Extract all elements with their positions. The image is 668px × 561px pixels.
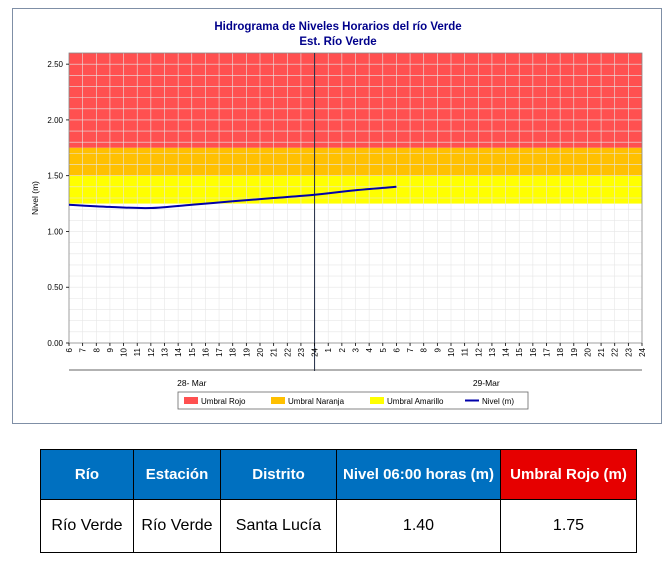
- legend-swatch-1: [271, 397, 285, 404]
- cell-rio: Río Verde: [40, 499, 134, 553]
- x-tick-label: 15: [188, 347, 197, 356]
- x-tick-label: 23: [297, 347, 306, 356]
- x-tick-label: 14: [502, 347, 511, 356]
- x-tick-label: 16: [201, 347, 210, 356]
- table-header-row: Río Estación Distrito Nivel 06:00 horas …: [40, 449, 637, 500]
- y-tick-label: 0.50: [47, 283, 63, 292]
- x-tick-label: 2: [338, 347, 347, 352]
- header-rio: Río: [40, 449, 134, 500]
- x-tick-label: 21: [597, 347, 606, 356]
- y-tick-label: 2.50: [47, 60, 63, 69]
- x-tick-label: 13: [161, 347, 170, 356]
- x-tick-label: 10: [447, 347, 456, 356]
- y-tick-label: 0.00: [47, 339, 63, 348]
- x-tick-label: 13: [488, 347, 497, 356]
- x-tick-label: 5: [379, 347, 388, 352]
- legend-label-0: Umbral Rojo: [201, 397, 246, 406]
- x-tick-label: 17: [543, 347, 552, 356]
- x-tick-label: 24: [638, 347, 647, 356]
- header-umbral-rojo: Umbral Rojo (m): [500, 449, 637, 500]
- x-tick-label: 7: [406, 347, 415, 352]
- x-tick-label: 8: [92, 347, 101, 352]
- date-label-0: 28- Mar: [177, 378, 206, 388]
- x-tick-label: 6: [392, 347, 401, 352]
- x-tick-label: 1: [324, 347, 333, 352]
- x-tick-label: 14: [174, 347, 183, 356]
- x-tick-label: 24: [311, 347, 320, 356]
- x-tick-label: 9: [433, 347, 442, 352]
- x-tick-label: 19: [242, 347, 251, 356]
- x-tick-label: 18: [556, 347, 565, 356]
- x-tick-label: 22: [283, 347, 292, 356]
- x-tick-label: 12: [474, 347, 483, 356]
- chart-legend: Umbral Rojo Umbral Naranja Umbral Amarillo…: [177, 391, 529, 410]
- header-nivel: Nivel 06:00 horas (m): [336, 449, 501, 500]
- x-tick-label: 10: [120, 347, 129, 356]
- date-label-1: 29-Mar: [473, 378, 500, 388]
- header-estacion: Estación: [133, 449, 221, 500]
- x-tick-label: 6: [65, 347, 74, 352]
- x-tick-label: 22: [611, 347, 620, 356]
- x-tick-label: 23: [624, 347, 633, 356]
- legend-box: [177, 391, 529, 410]
- cell-distrito: Santa Lucía: [220, 499, 337, 553]
- x-tick-label: 7: [79, 347, 88, 352]
- chart-title: Hidrograma de Niveles Horarios del río V…: [214, 21, 461, 33]
- legend-label-2: Umbral Amarillo: [387, 397, 444, 406]
- x-tick-label: 4: [365, 347, 374, 352]
- table-row: Río Verde Río Verde Santa Lucía 1.40 1.7…: [40, 499, 637, 553]
- x-tick-label: 11: [461, 347, 470, 356]
- cell-estacion: Río Verde: [133, 499, 221, 553]
- x-tick-label: 8: [420, 347, 429, 352]
- x-tick-label: 3: [352, 347, 361, 352]
- legend-swatch-2: [370, 397, 384, 404]
- x-tick-label: 15: [515, 347, 524, 356]
- legend-label-1: Umbral Naranja: [288, 397, 345, 406]
- cell-umbral-rojo: 1.75: [500, 499, 637, 553]
- x-tick-label: 21: [270, 347, 279, 356]
- x-tick-label: 19: [570, 347, 579, 356]
- river-level-table: Río Estación Distrito Nivel 06:00 horas …: [40, 449, 637, 553]
- legend-label-3: Nivel (m): [482, 397, 514, 406]
- series-line-nivel: [68, 185, 397, 210]
- x-tick-label: 18: [229, 347, 238, 356]
- x-tick-label: 20: [256, 347, 265, 356]
- y-tick-label: 1.50: [47, 172, 63, 181]
- hydrograph-chart: Hidrograma de Niveles Horarios del río V…: [12, 8, 662, 424]
- y-tick-label: 1.00: [47, 227, 63, 236]
- legend-swatch-0: [184, 397, 198, 404]
- chart-subtitle: Est. Río Verde: [299, 36, 376, 48]
- x-tick-label: 12: [147, 347, 156, 356]
- y-axis-label: Nivel (m): [30, 181, 40, 215]
- x-tick-label: 17: [215, 347, 224, 356]
- x-tick-label: 16: [529, 347, 538, 356]
- header-distrito: Distrito: [220, 449, 337, 500]
- y-tick-label: 2.00: [47, 116, 63, 125]
- x-tick-label: 20: [583, 347, 592, 356]
- cell-nivel: 1.40: [336, 499, 501, 553]
- x-tick-label: 9: [106, 347, 115, 352]
- chart-canvas: Hidrograma de Niveles Horarios del río V…: [30, 21, 647, 410]
- x-tick-label: 11: [133, 347, 142, 356]
